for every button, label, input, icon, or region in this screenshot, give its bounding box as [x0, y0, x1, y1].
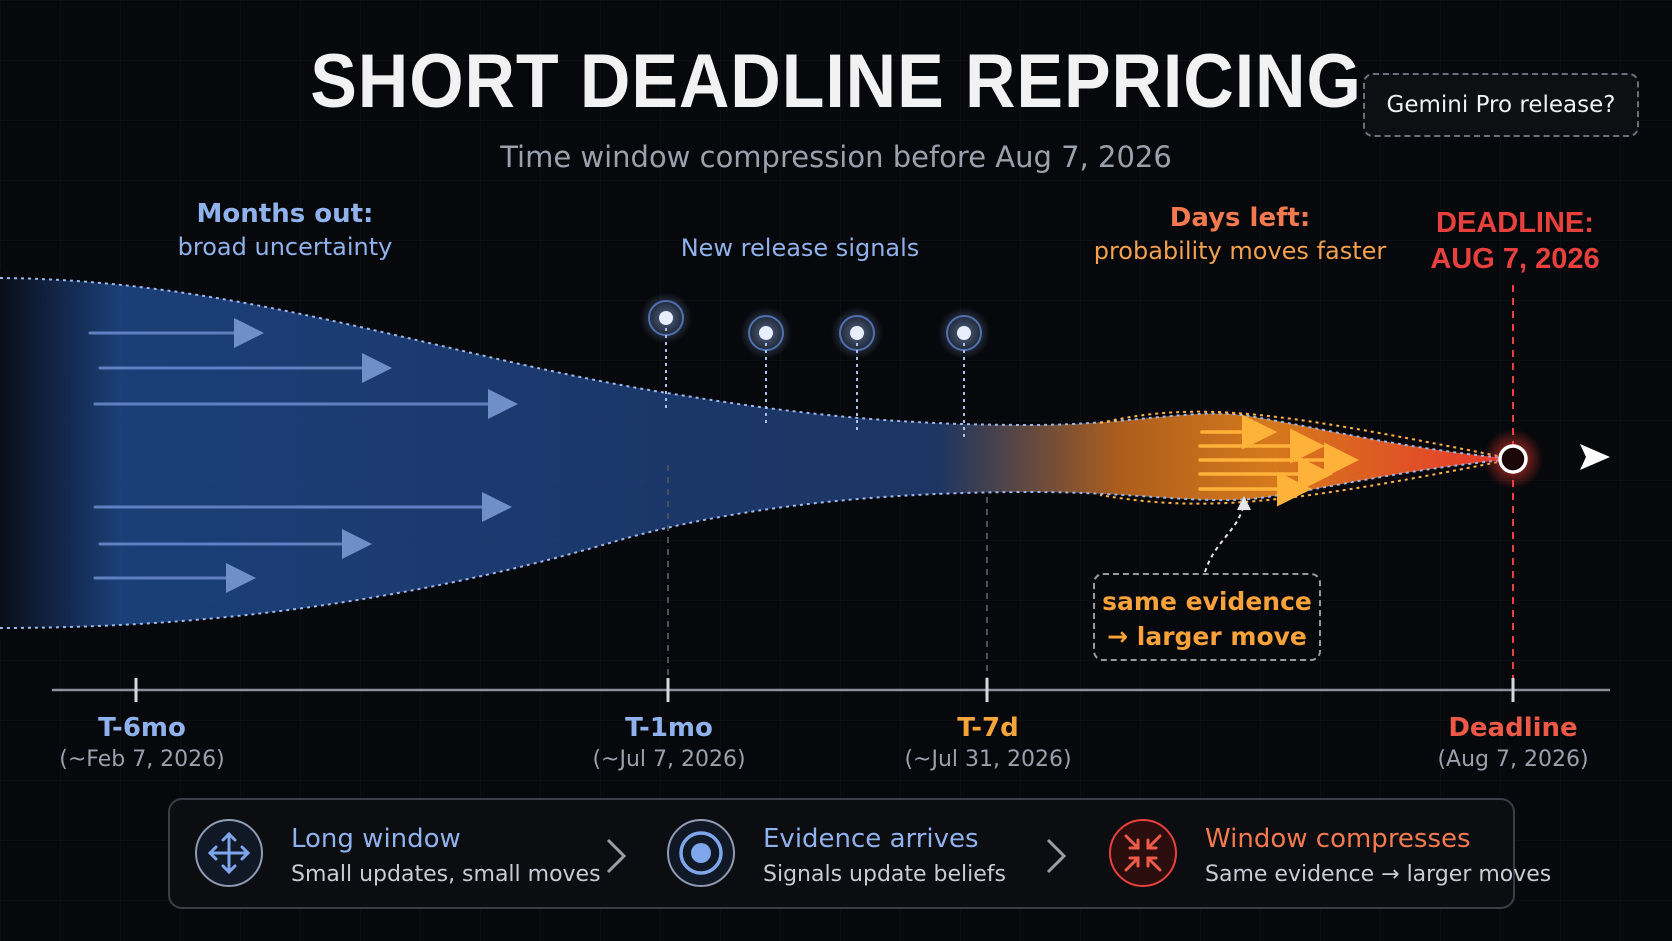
evidence-callout: same evidence → larger move — [1093, 573, 1321, 661]
compress-arrows-icon — [1109, 819, 1177, 887]
signal-pin — [740, 307, 792, 425]
funnel-lower-edge — [0, 458, 1514, 629]
tick-label-t1mo: T-1mo (~Jul 7, 2026) — [592, 713, 746, 772]
orange-flow-arrows — [1198, 414, 1359, 507]
step-title: Evidence arrives — [763, 824, 979, 854]
deadline-marker — [1498, 444, 1528, 474]
step-title: Window compresses — [1205, 824, 1471, 854]
chevron-right-icon — [1046, 838, 1067, 874]
days-left-annotation: Days left: probability moves faster — [1093, 203, 1387, 265]
step-description: Small updates, small moves — [291, 862, 601, 887]
tick-label-deadline: Deadline (Aug 7, 2026) — [1437, 713, 1589, 772]
question-tag: Gemini Pro release? — [1363, 73, 1639, 137]
step-evidence-arrives: Evidence arrives Signals update beliefs — [666, 800, 1066, 907]
months-out-annotation: Months out: broad uncertainty — [177, 199, 393, 261]
target-icon — [667, 819, 735, 887]
signals-annotation: New release signals — [680, 234, 920, 262]
step-window-compresses: Window compresses Same evidence → larger… — [1108, 800, 1551, 907]
process-panel: Long window Small updates, small moves E… — [168, 798, 1551, 909]
signal-pin — [640, 292, 692, 412]
timeline-arrowhead — [1580, 444, 1610, 470]
chevron-right-icon — [606, 838, 627, 874]
tick-label-t6mo: T-6mo (~Feb 7, 2026) — [59, 713, 225, 772]
signal-pins — [640, 292, 990, 438]
step-description: Signals update beliefs — [763, 862, 1007, 887]
signal-pin — [831, 307, 883, 432]
step-long-window: Long window Small updates, small moves — [194, 800, 614, 907]
callout-connector — [1204, 501, 1245, 573]
blue-flow-arrows — [88, 318, 518, 593]
page-title: SHORT DEADLINE REPRICING — [310, 39, 1362, 124]
page-subtitle: Time window compression before Aug 7, 20… — [500, 140, 1172, 174]
deadline-annotation: DEADLINE: AUG 7, 2026 — [1430, 207, 1600, 276]
step-title: Long window — [291, 824, 461, 854]
signal-pin — [938, 307, 990, 438]
step-description: Same evidence → larger moves — [1205, 862, 1552, 887]
tick-label-t7d: T-7d (~Jul 31, 2026) — [904, 713, 1072, 772]
expand-arrows-icon — [195, 819, 263, 887]
funnel-upper-edge — [0, 277, 1514, 460]
